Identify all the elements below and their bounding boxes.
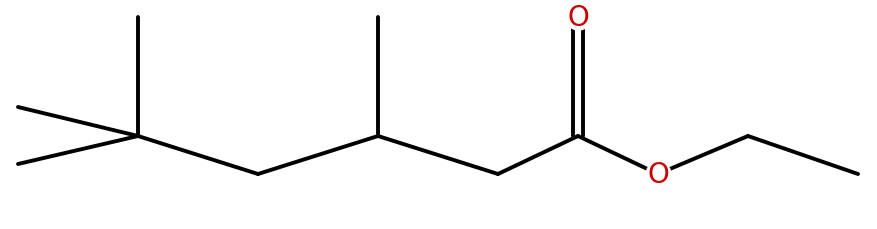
Text: O: O — [567, 4, 588, 32]
Text: O: O — [647, 160, 669, 188]
